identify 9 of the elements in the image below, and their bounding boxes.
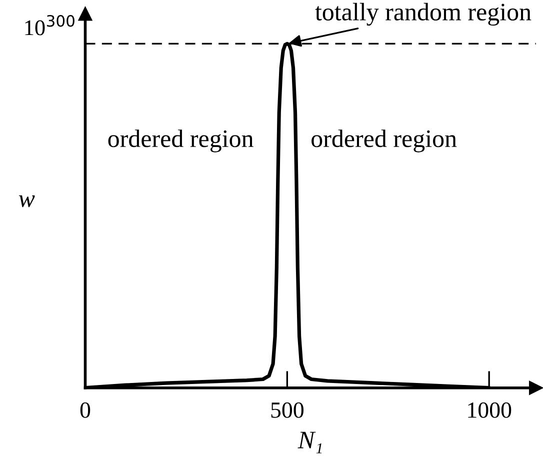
annotation: totally random region (315, 2, 532, 26)
x-tick-label: 500 (271, 402, 304, 418)
text: 10$^{300}$ (25, 15, 74, 36)
x-axis-title: N₁ (298, 432, 322, 454)
annotation: ordered region (312, 130, 457, 152)
annotation: ordered region (108, 130, 254, 152)
y-axis-title: w (18, 195, 35, 208)
x-tick-label: 0 (80, 402, 90, 418)
x-tick-label: 1000 (468, 402, 512, 418)
